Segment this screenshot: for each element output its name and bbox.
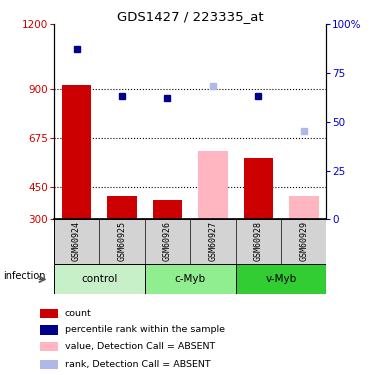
Text: GSM60924: GSM60924 [72,221,81,261]
Bar [40,325,58,335]
Text: GSM60929: GSM60929 [299,221,308,261]
Bar [145,264,236,294]
Bar [40,309,58,318]
Text: GSM60925: GSM60925 [118,221,127,261]
Bar [198,151,228,219]
Text: count: count [65,309,92,318]
Text: v-Myb: v-Myb [265,274,297,284]
Bar [62,85,91,219]
Text: infection: infection [3,271,45,281]
Bar [236,264,326,294]
Bar [152,200,182,219]
Text: GSM60928: GSM60928 [254,221,263,261]
Text: c-Myb: c-Myb [175,274,206,284]
Title: GDS1427 / 223335_at: GDS1427 / 223335_at [117,10,263,23]
Text: GSM60926: GSM60926 [163,221,172,261]
Bar [107,195,137,219]
Text: control: control [81,274,118,284]
Text: GSM60927: GSM60927 [209,221,217,261]
Text: value, Detection Call = ABSENT: value, Detection Call = ABSENT [65,342,215,351]
Bar [40,360,58,369]
Bar [40,342,58,351]
Text: percentile rank within the sample: percentile rank within the sample [65,326,225,334]
Bar [243,158,273,219]
Text: rank, Detection Call = ABSENT: rank, Detection Call = ABSENT [65,360,210,369]
Bar [289,195,319,219]
Bar [54,264,145,294]
